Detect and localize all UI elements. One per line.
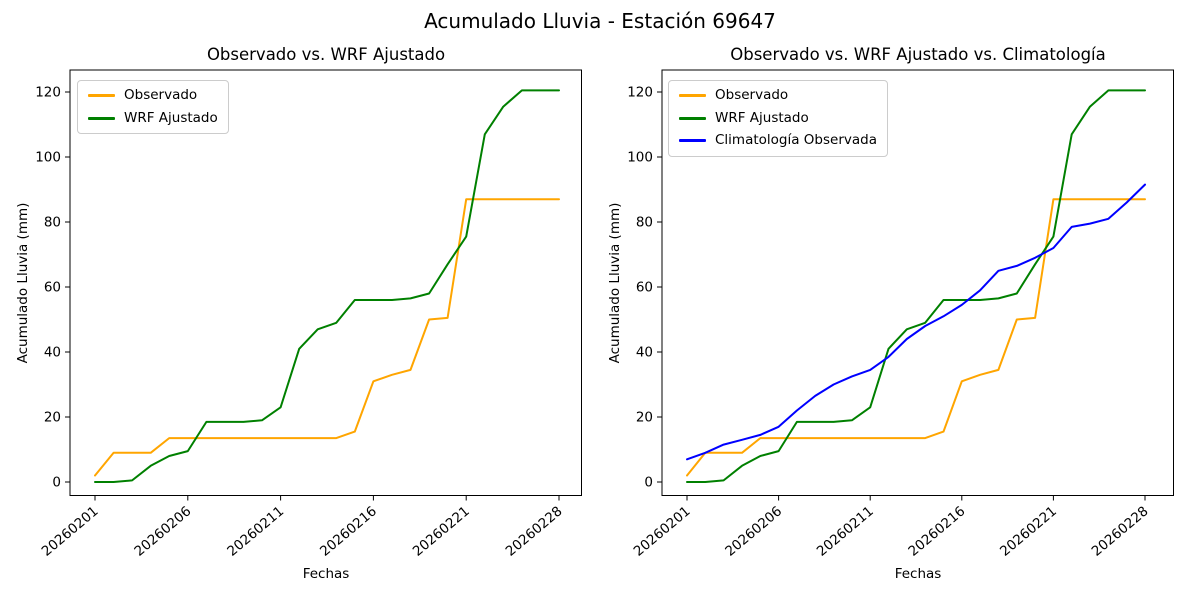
- y-tick-label: 120: [627, 85, 653, 101]
- x-tick-label: 20260221: [410, 503, 473, 559]
- x-tick-label: 20260201: [631, 503, 694, 559]
- series-line-wrf-ajustado: [94, 89, 560, 483]
- y-tick-label: 60: [44, 280, 61, 296]
- series-line-observado: [686, 198, 1146, 477]
- y-tick-label: 0: [644, 475, 653, 491]
- figure-title: Acumulado Lluvia - Estación 69647: [424, 9, 776, 33]
- right-x-axis-label: Fechas: [894, 566, 942, 582]
- legend-item: Observado: [88, 87, 218, 104]
- axes-frame: [69, 69, 582, 496]
- legend-item: Observado: [679, 87, 877, 104]
- legend-label: Climatología Observada: [715, 132, 877, 149]
- left-chart-title: Observado vs. WRF Ajustado: [206, 45, 446, 64]
- legend-swatch: [679, 116, 706, 120]
- y-tick-label: 80: [44, 215, 61, 231]
- legend-label: Observado: [715, 87, 789, 103]
- x-tick-label: 20260221: [997, 503, 1060, 559]
- y-tick-label: 120: [35, 85, 61, 101]
- y-tick-label: 40: [636, 345, 653, 361]
- y-tick-label: 20: [44, 410, 61, 426]
- x-tick-label: 20260216: [317, 503, 380, 559]
- x-tick-label: 20260216: [905, 503, 968, 559]
- legend-item: WRF Ajustado: [88, 109, 218, 127]
- series-line-observado: [94, 198, 560, 477]
- y-tick-label: 0: [52, 475, 61, 491]
- x-tick-label: 20260228: [503, 503, 566, 559]
- legend-item: WRF Ajustado: [679, 109, 877, 127]
- y-tick-label: 80: [636, 215, 653, 231]
- y-tick-label: 60: [636, 280, 653, 296]
- x-tick-label: 20260206: [131, 503, 194, 559]
- x-tick-label: 20260201: [39, 503, 102, 559]
- legend-swatch: [88, 116, 115, 120]
- x-tick-label: 20260211: [224, 503, 287, 559]
- series-line-wrf-ajustado: [686, 89, 1146, 483]
- y-tick-label: 100: [627, 150, 653, 166]
- legend-label: Observado: [124, 87, 198, 103]
- left-x-axis-label: Fechas: [302, 566, 350, 582]
- y-tick-label: 20: [636, 410, 653, 426]
- right-chart-title: Observado vs. WRF Ajustado vs. Climatolo…: [730, 45, 1106, 64]
- y-tick-label: 40: [44, 345, 61, 361]
- right-chart-legend: Observado WRF Ajustado Climatología Observ…: [668, 80, 888, 157]
- legend-label: WRF Ajustado: [715, 109, 809, 126]
- series-line-climatolog-a-observada: [686, 183, 1146, 461]
- legend-swatch: [679, 94, 706, 98]
- legend-swatch: [679, 139, 706, 143]
- legend-label: WRF Ajustado: [124, 109, 218, 126]
- left-chart-legend: Observado WRF Ajustado: [77, 80, 229, 135]
- legend-swatch: [88, 94, 115, 98]
- axes-frame: [661, 69, 1174, 496]
- x-tick-label: 20260228: [1089, 503, 1152, 559]
- x-tick-label: 20260211: [814, 503, 877, 559]
- x-tick-label: 20260206: [722, 503, 785, 559]
- legend-item: Climatología Observada: [679, 133, 877, 149]
- y-tick-label: 100: [35, 150, 61, 166]
